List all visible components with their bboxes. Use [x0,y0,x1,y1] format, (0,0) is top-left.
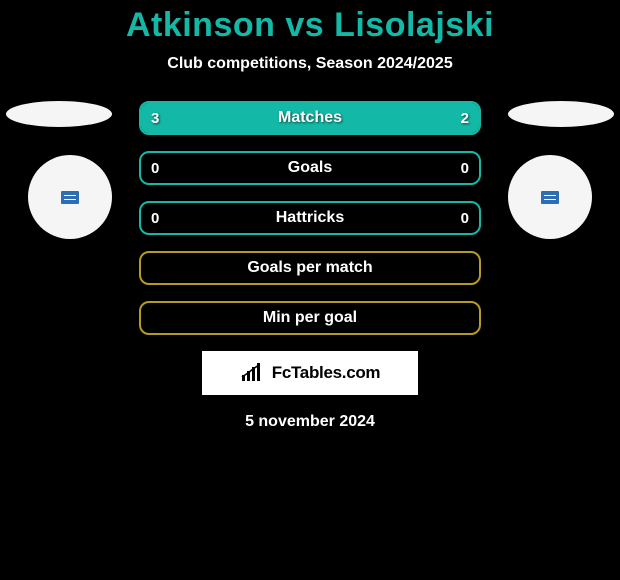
stat-label: Hattricks [276,209,344,227]
right-ellipse-decoration [508,101,614,127]
stat-row-goals: 0 Goals 0 [139,151,481,185]
stat-fill-right [344,103,479,133]
left-ellipse-decoration [6,101,112,127]
stat-value-left: 3 [151,110,159,127]
stat-row-min-per-goal: Min per goal [139,301,481,335]
logo-text: FcTables.com [272,363,381,383]
player-badge-left [28,155,112,239]
stat-row-matches: 3 Matches 2 [139,101,481,135]
page-title: Atkinson vs Lisolajski [0,6,620,45]
stat-label: Matches [278,109,342,127]
player-badge-right [508,155,592,239]
stat-value-left: 0 [151,210,159,227]
bar-chart-icon [240,363,266,383]
stat-label: Min per goal [263,309,357,327]
stat-label: Goals [288,159,332,177]
page-subtitle: Club competitions, Season 2024/2025 [0,55,620,73]
stat-row-goals-per-match: Goals per match [139,251,481,285]
stat-value-left: 0 [151,160,159,177]
date-text: 5 november 2024 [0,413,620,431]
logo-box: FcTables.com [202,351,418,395]
stat-value-right: 0 [461,210,469,227]
badge-chip-icon [61,191,79,204]
stat-label: Goals per match [247,259,372,277]
comparison-content: 3 Matches 2 0 Goals 0 0 Hattricks 0 Goal… [0,101,620,431]
stat-rows: 3 Matches 2 0 Goals 0 0 Hattricks 0 Goal… [139,101,481,335]
stat-value-right: 2 [461,110,469,127]
badge-chip-icon [541,191,559,204]
stat-value-right: 0 [461,160,469,177]
stat-row-hattricks: 0 Hattricks 0 [139,201,481,235]
